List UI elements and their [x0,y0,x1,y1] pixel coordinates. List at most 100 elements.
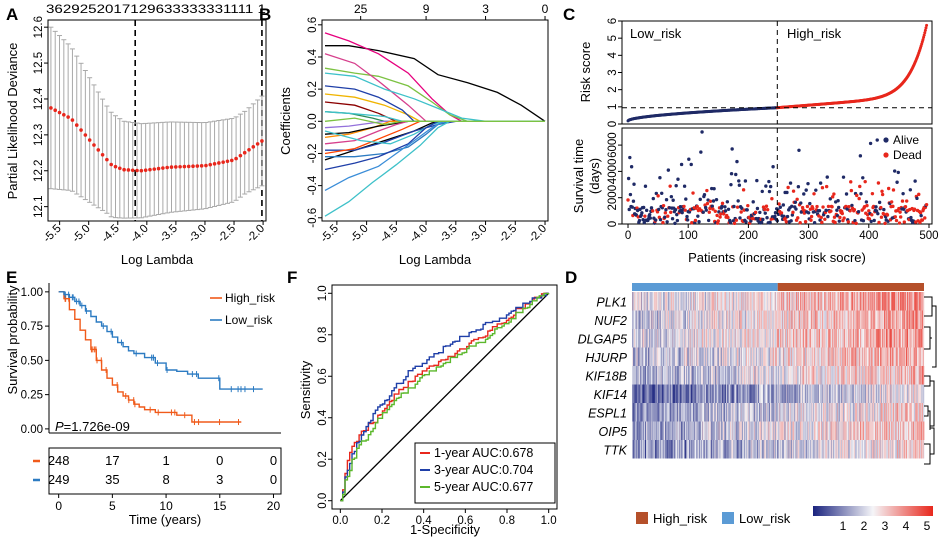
heatmap-cell [743,403,744,422]
heatmap-cell [730,347,732,366]
heatmap-cell [831,292,833,311]
heatmap-cell [649,347,650,366]
heatmap-cell [777,403,779,422]
heatmap-cell [787,310,789,329]
heatmap-cell [878,292,880,311]
heatmap-cell [836,329,838,348]
heatmap-cell [721,403,723,422]
heatmap-cell [754,347,756,366]
survival-point-alive [768,220,772,225]
heatmap-cell [738,384,740,403]
heatmap-cell [797,292,799,311]
heatmap-cell [676,384,678,403]
heatmap-cell [743,384,745,403]
heatmap-cell [680,292,682,311]
heatmap-cell [771,310,773,329]
heatmap-cell [875,292,877,311]
heatmap-cell [705,329,707,348]
heatmap-cell [789,310,791,329]
heatmap-cell [872,329,874,348]
heatmap-cell [912,366,914,385]
heatmap-cell [677,329,679,348]
heatmap-cell [645,310,647,329]
heatmap-cell [918,329,920,348]
heatmap-cell [752,366,754,385]
heatmap-cell [840,366,842,385]
heatmap-cell [776,366,778,385]
survival-point-alive [671,198,675,202]
heatmap-cell [794,366,796,385]
heatmap-cell [874,403,875,422]
heatmap-cell [845,310,847,329]
heatmap-cell [691,292,693,311]
heatmap-cell [754,329,756,348]
heatmap-cell [711,384,713,403]
heatmap-cell [685,384,687,403]
heatmap-cell [703,310,705,329]
heatmap-cell [700,329,702,348]
heatmap-cell [641,403,643,422]
heatmap-cell [880,384,882,403]
heatmap-cell [640,292,642,311]
heatmap-cell [755,329,757,348]
heatmap-cell [896,347,898,366]
panel-label-d: D [565,268,577,287]
heatmap-cell [906,292,908,311]
heatmap-cell [851,292,853,311]
heatmap-cell [801,347,803,366]
heatmap-cell [657,347,659,366]
heatmap-cell [730,310,732,329]
heatmap-cell [654,329,656,348]
heatmap-cell [916,292,918,311]
survival-point-dead [849,180,853,184]
heatmap-cell [737,403,739,422]
heatmap-cell [641,310,643,329]
heatmap-cell [921,329,922,348]
heatmap-cell [803,347,805,366]
heatmap-cell [888,310,890,329]
survival-point-dead [726,215,730,220]
survival-point-alive [679,162,684,167]
heatmap-cell [836,403,838,422]
heatmap-cell [806,403,808,422]
heatmap-cell [672,310,674,329]
survival-point-dead [741,188,746,192]
heatmap-cell [684,366,686,385]
heatmap-cell [898,329,900,348]
heatmap-cell [633,347,635,366]
heatmap-cell [641,347,643,366]
heatmap-cell [895,403,897,422]
heatmap-cell [864,347,865,366]
heatmap-cell [899,384,901,403]
heatmap-cell [861,384,863,403]
heatmap-cell [849,329,851,348]
heatmap-cell [654,292,656,311]
heatmap-cell [653,403,655,422]
heatmap-cell [914,292,916,311]
heatmap-cell [833,403,835,422]
heatmap-cell [871,403,873,422]
heatmap-cell [674,403,676,422]
heatmap-cell [723,384,725,403]
heatmap-cell [762,384,764,403]
heatmap-cell [774,329,776,348]
survival-point-alive [861,219,866,223]
heatmap-cell [774,384,776,403]
heatmap-cell [760,366,761,385]
heatmap-cell [711,347,713,366]
heatmap-cell [813,329,815,348]
heatmap-cell [788,403,790,422]
heatmap-cell [921,329,923,348]
heatmap-cell [757,347,759,366]
heatmap-cell [893,347,895,366]
heatmap-cell [702,292,704,311]
heatmap-cell [664,329,666,348]
heatmap-cell [712,292,714,311]
heatmap-cell [804,403,806,422]
heatmap-cell [826,403,828,422]
heatmap-cell [698,329,700,348]
heatmap-cell [642,403,644,422]
deviance-point [173,165,178,169]
heatmap-cell [778,384,780,403]
heatmap-cell [662,403,664,422]
